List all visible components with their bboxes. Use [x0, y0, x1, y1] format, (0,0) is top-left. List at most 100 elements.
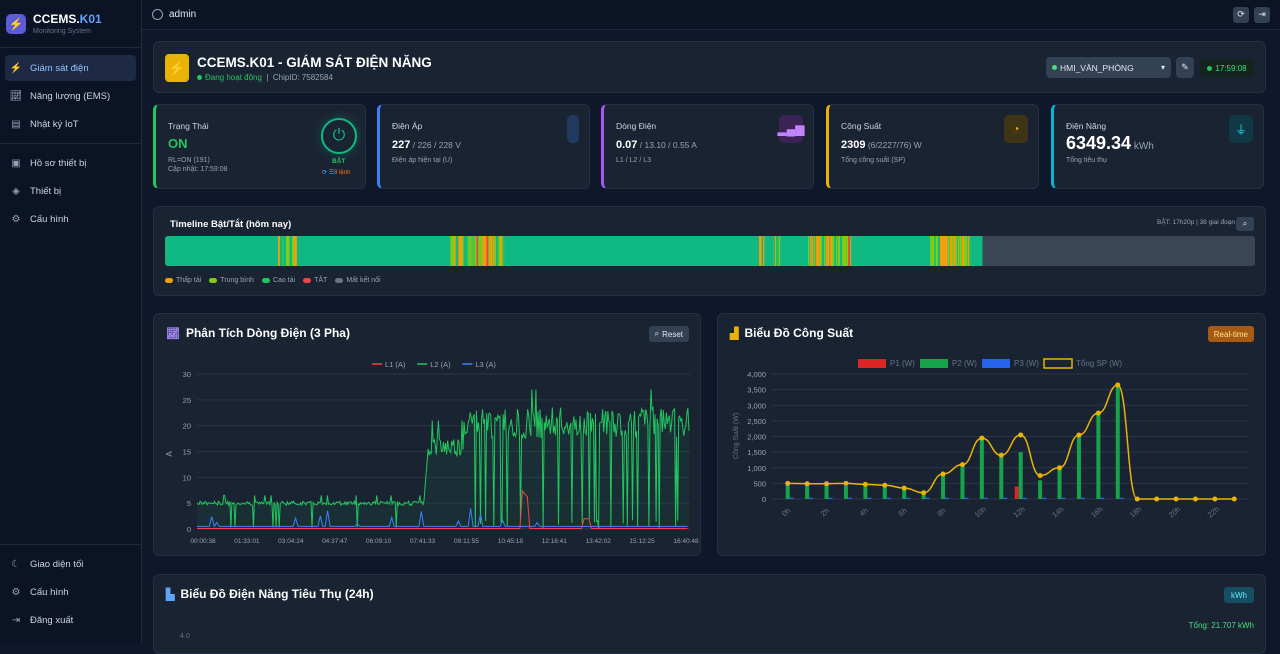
y-tick-label: 1,000: [747, 464, 766, 473]
timeline-segment: [946, 236, 948, 266]
logout-button[interactable]: ⇥ Đăng xuất: [5, 607, 136, 633]
timeline-bar[interactable]: [165, 236, 1255, 266]
timeline-segment: [450, 236, 454, 266]
device-select[interactable]: HMI_VĂN_PHÒNG ▾: [1046, 57, 1171, 78]
x-tick-label: 04:37:47: [322, 538, 348, 545]
header-card: ⚡ CCEMS.K01 - GIÁM SÁT ĐIỆN NĂNG Đang ho…: [153, 41, 1266, 93]
x-tick-label: 00:00:38: [190, 538, 216, 545]
bar: [828, 497, 833, 499]
power-chart[interactable]: P1 (W) P2 (W) P3 (W) Tổng SP (W) 0 500 1,000 1,…: [718, 314, 1267, 557]
timeline-segment: [502, 236, 505, 266]
sidebar-item-monitor[interactable]: ⚡ Giám sát điện: [5, 55, 136, 81]
realtime-badge: Real-time: [1207, 326, 1254, 342]
x-tick-label: 16:40:48: [673, 538, 699, 545]
data-point: [1115, 382, 1121, 388]
legend-swatch: [858, 359, 886, 368]
user-menu[interactable]: admin: [152, 9, 196, 20]
chevron-down-icon: ▾: [1160, 63, 1165, 72]
bar: [863, 486, 868, 499]
brand: ⚡ CCEMS.K01 Monitoring System: [0, 0, 141, 48]
sidebar-item-settings[interactable]: ⚙ Cấu hình: [5, 579, 136, 605]
timeline-segment: [484, 236, 487, 266]
search-icon: ⌕: [1242, 219, 1248, 228]
bar: [1014, 486, 1019, 499]
timeline-segments: [165, 236, 983, 266]
legend-label: Tổng SP (W): [1076, 359, 1122, 368]
timeline-zoom-button[interactable]: ⌕: [1236, 217, 1254, 231]
sidebar-item-devices[interactable]: ◈ Thiết bị: [5, 178, 136, 204]
power-toggle-button[interactable]: ⏻: [321, 118, 357, 154]
data-point: [785, 480, 791, 486]
x-tick-label: 12:16:41: [542, 538, 568, 545]
sidebar-item-device-profile[interactable]: ▣ Hồ sơ thiết bị: [5, 150, 136, 176]
legend-swatch: [982, 359, 1010, 368]
stat-value: 0.07 / 13.10 / 0.55 A: [616, 139, 697, 151]
data-point: [882, 482, 888, 488]
y-axis-label: A: [165, 451, 174, 457]
user-icon: [152, 9, 163, 20]
timeline-segment: [934, 236, 937, 266]
bar: [1057, 469, 1062, 499]
data-point: [1134, 496, 1140, 502]
dark-mode-toggle[interactable]: ☾ Giao diện tối: [5, 551, 136, 577]
timeline-segment: [462, 236, 464, 266]
y-tick-label: 10: [183, 473, 191, 482]
current-chart[interactable]: L1 (A) L2 (A) L3 (A) 0 5 10 15 20 25 30 A 00:00:38 0…: [154, 314, 702, 557]
timeline-segment: [810, 236, 812, 266]
logout-icon: ⇥: [1258, 9, 1266, 19]
sidebar-item-config[interactable]: ⚙ Cấu hình: [5, 206, 136, 232]
data-point: [1212, 496, 1218, 502]
sidebar-item-label: Giám sát điện: [30, 62, 89, 74]
timeline-segment: [460, 236, 463, 266]
bar: [1042, 497, 1047, 499]
signal-bars-icon: ▂▄▆: [778, 115, 804, 143]
bar: [1061, 497, 1066, 499]
updated-time: Cập nhật: 17:59:08: [168, 166, 228, 173]
current-chart-card: 📈︎ Phân Tích Dòng Điện (3 Pha) ⌕ Reset L1 …: [153, 313, 701, 556]
timeline-segment: [842, 236, 846, 266]
panel-title: ▟ Biểu Đồ Công Suất: [730, 326, 854, 340]
timeline-segment: [482, 236, 485, 266]
y-tick-label: 15: [183, 448, 191, 457]
bar: [847, 497, 852, 499]
x-tick-label: 07:41:33: [410, 538, 436, 545]
sidebar-item-ems[interactable]: 📈︎ Năng lượng (EMS): [5, 83, 136, 109]
legend-label: L1 (A): [385, 360, 406, 369]
timeline-segment: [932, 236, 935, 266]
exit-button[interactable]: ⇥: [1254, 6, 1270, 23]
search-icon: ⌕: [654, 329, 660, 338]
timeline-segment: [498, 236, 501, 266]
edit-button[interactable]: ✎: [1176, 57, 1194, 78]
sync-icon: ⟳: [322, 170, 328, 176]
database-icon: ▤: [11, 118, 21, 130]
refresh-button[interactable]: ⟳: [1233, 6, 1249, 23]
brand-subtitle: Monitoring System: [33, 28, 91, 35]
timeline-info: BẬT: 17h20p | 38 giai đoạn: [1157, 219, 1235, 226]
energy-chart-card: ▙ Biểu Đồ Điện Năng Tiêu Thụ (24h) kWh Tổ…: [153, 574, 1266, 654]
timeline-segment: [500, 236, 504, 266]
command-count: ⟳ ☰8 lệnh: [322, 170, 351, 176]
panel-title: ▙ Biểu Đồ Điện Năng Tiêu Thụ (24h): [166, 587, 374, 601]
bar: [1115, 386, 1120, 499]
y-tick-label: 0: [762, 495, 766, 504]
bar: [1100, 497, 1105, 499]
legend-label: P1 (W): [890, 359, 915, 368]
data-point: [940, 471, 946, 477]
bar: [1022, 497, 1027, 499]
timeline-segment: [777, 236, 780, 266]
stat-label: Trạng Thái: [168, 121, 209, 131]
sidebar-item-iot-log[interactable]: ▤ Nhật ký IoT: [5, 111, 136, 137]
timeline-segment: [454, 236, 456, 266]
bar: [945, 497, 950, 499]
timeline-card: Timeline Bật/Tắt (hôm nay) BẬT: 17h20p |…: [153, 206, 1266, 296]
reset-zoom-button[interactable]: ⌕ Reset: [648, 326, 689, 342]
timeline-segment: [773, 236, 775, 266]
timeline-segment: [838, 236, 841, 266]
bar: [1096, 414, 1101, 499]
data-point: [901, 485, 907, 491]
y-tick-label: 25: [183, 396, 191, 405]
timeline-segment: [494, 236, 496, 266]
stat-card-power: Công Suất 2309 (6/2227/76) W Tổng công s…: [826, 104, 1039, 189]
stat-value: 2309 (6/2227/76) W: [841, 139, 922, 151]
x-tick-label: 16h: [1089, 505, 1104, 520]
